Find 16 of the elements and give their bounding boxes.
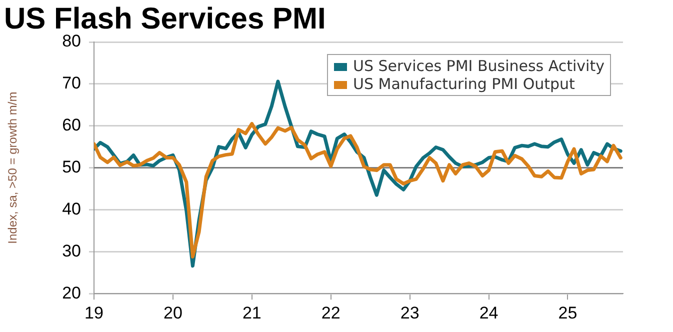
x-tick-label: 19 bbox=[84, 303, 104, 322]
x-tick-label: 20 bbox=[163, 303, 182, 322]
x-tick-label: 22 bbox=[321, 303, 340, 322]
x-tick-label: 21 bbox=[242, 303, 262, 322]
y-tick-label: 30 bbox=[62, 241, 81, 260]
x-tick-label: 25 bbox=[558, 303, 578, 322]
y-tick-label: 50 bbox=[62, 157, 81, 176]
y-tick-label: 20 bbox=[62, 283, 81, 302]
y-axis-title: Index, sa, >50 = growth m/m bbox=[6, 92, 20, 244]
x-tick-label: 23 bbox=[400, 303, 420, 322]
y-tick-label: 40 bbox=[62, 199, 81, 218]
legend-label: US Manufacturing PMI Output bbox=[352, 75, 576, 93]
y-tick-label: 60 bbox=[62, 116, 81, 135]
y-tick-label: 70 bbox=[62, 74, 81, 93]
legend-label: US Services PMI Business Activity bbox=[352, 57, 604, 75]
x-tick-label: 24 bbox=[479, 303, 498, 322]
